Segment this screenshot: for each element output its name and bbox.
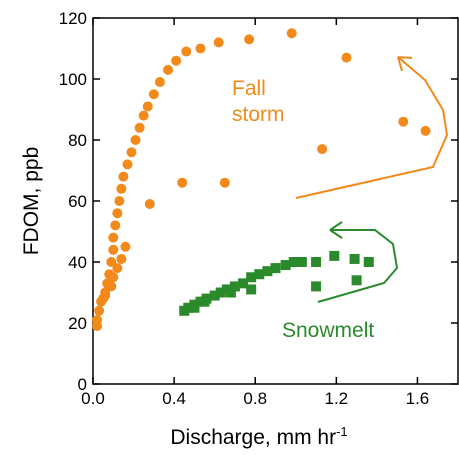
point <box>92 314 103 325</box>
series-label-text: Snowmelt <box>282 319 375 342</box>
point <box>262 266 273 277</box>
x-tick-label: 0.4 <box>162 389 186 408</box>
point <box>126 147 137 158</box>
point <box>225 287 236 298</box>
point <box>209 290 220 301</box>
point <box>116 253 127 264</box>
point <box>138 110 149 121</box>
point <box>130 135 141 145</box>
point <box>148 89 159 100</box>
point <box>398 116 409 127</box>
point <box>351 275 362 286</box>
point <box>106 257 117 267</box>
point <box>116 183 127 194</box>
x-axis-title: Discharge, mm hr-1 <box>170 424 347 449</box>
point <box>254 269 265 280</box>
x-tick-label: 0.0 <box>81 389 105 408</box>
point <box>142 101 153 112</box>
fall-arrow <box>295 56 449 199</box>
x-axis-superscript: -1 <box>336 424 348 439</box>
point <box>317 144 328 155</box>
point <box>280 260 291 271</box>
point <box>154 77 165 88</box>
point <box>341 52 352 63</box>
point <box>229 281 240 292</box>
point <box>118 171 129 182</box>
point <box>94 305 105 316</box>
series-label: Snowmelt <box>282 319 375 342</box>
point <box>219 177 230 188</box>
point <box>171 55 182 66</box>
series-label-text: Fall storm <box>232 77 285 126</box>
point <box>183 302 194 313</box>
point <box>286 28 297 39</box>
y-tick-label: 80 <box>68 131 87 150</box>
y-tick-label: 20 <box>68 314 87 333</box>
point <box>420 125 431 136</box>
point <box>98 293 109 304</box>
point <box>122 159 133 170</box>
point <box>112 263 123 274</box>
y-tick-label: 100 <box>59 70 87 89</box>
y-tick-label: 0 <box>78 375 87 394</box>
series-label: Fall storm <box>232 77 285 126</box>
x-tick-label: 0.8 <box>243 389 267 408</box>
point <box>363 257 374 267</box>
x-tick-label: 1.2 <box>325 389 349 408</box>
point <box>311 281 322 292</box>
point <box>311 257 322 267</box>
point <box>296 257 307 267</box>
point <box>189 302 200 313</box>
point <box>215 287 226 298</box>
y-tick-label: 60 <box>68 192 87 211</box>
y-tick-label: 120 <box>59 9 87 28</box>
point <box>144 199 155 210</box>
point <box>163 64 174 75</box>
point <box>213 37 224 48</box>
point <box>246 284 257 295</box>
y-tick-label: 40 <box>68 253 87 272</box>
point <box>244 34 255 45</box>
point <box>238 278 249 289</box>
point <box>270 263 281 274</box>
point <box>108 272 119 283</box>
point <box>120 241 131 252</box>
point <box>246 272 257 283</box>
y-axis-title: FDOM, ppb <box>20 147 43 256</box>
point <box>106 281 117 292</box>
x-tick-label: 1.6 <box>406 389 430 408</box>
point <box>112 208 123 219</box>
point <box>108 232 119 243</box>
point <box>110 220 121 231</box>
point <box>114 196 125 206</box>
point <box>177 177 188 188</box>
point <box>108 244 119 255</box>
point <box>134 122 145 133</box>
point <box>195 43 206 54</box>
point <box>288 257 299 267</box>
x-axis-label: Discharge, mm hr <box>170 426 336 449</box>
snowmelt-arrow <box>317 221 399 303</box>
point <box>329 250 340 261</box>
point <box>349 253 360 264</box>
point <box>181 46 192 57</box>
point <box>199 296 210 307</box>
